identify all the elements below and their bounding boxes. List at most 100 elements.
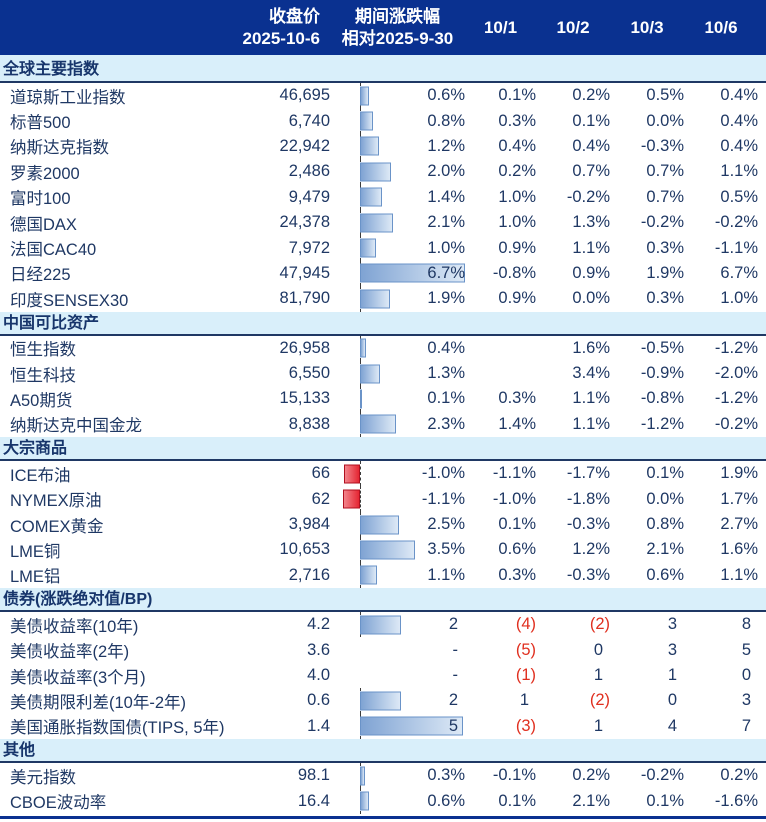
asset-name: A50期货: [10, 391, 73, 410]
daily-change: -0.1%: [492, 766, 536, 785]
asset-name: 美元指数: [10, 768, 76, 787]
asset-name: 罗素2000: [10, 164, 80, 183]
asset-name: LME铝: [10, 568, 61, 587]
period-change-value: 1.1%: [427, 565, 465, 584]
table-row: 富时100 9,479 1.4% 1.0% -0.2% 0.7% 0.5%: [0, 184, 766, 210]
change-bar-zone: 0.4%: [330, 335, 465, 361]
change-bar-zone: 2.0%: [330, 159, 465, 185]
table-row: LME铝 2,716 1.1% 0.3% -0.3% 0.6% 1.1%: [0, 562, 766, 589]
table-row: 纳斯达克中国金龙 8,838 2.3% 1.4% 1.1% -1.2% -0.2…: [0, 411, 766, 438]
daily-change: 0.8%: [646, 515, 684, 534]
daily-change: 0.7%: [646, 187, 684, 206]
daily-change: 1.4%: [498, 414, 536, 433]
period-change-value: 1.0%: [427, 238, 465, 257]
daily-change: 1: [593, 716, 603, 735]
change-bar: [360, 364, 381, 384]
close-price: 2,486: [288, 162, 330, 181]
daily-change: 0.6%: [498, 540, 536, 559]
close-price: 7,972: [288, 238, 330, 257]
header-period-change: 期间涨跌幅 相对2025-9-30: [330, 0, 465, 55]
change-bar-zone: -: [330, 637, 465, 662]
asset-name: NYMEX原油: [10, 492, 102, 511]
asset-name: CBOE波动率: [10, 794, 107, 813]
change-bar-zone: -1.1%: [330, 486, 465, 512]
change-bar: [360, 238, 376, 258]
daily-change: 1.9%: [646, 263, 684, 282]
daily-change: -0.2%: [640, 213, 684, 232]
daily-change: 0.1%: [646, 791, 684, 810]
close-price: 81,790: [279, 289, 330, 308]
header-close-price-line1: 收盘价: [269, 6, 320, 26]
close-price: 3.6: [307, 640, 330, 659]
header-close-price: 收盘价 2025-10-6: [210, 0, 330, 55]
daily-change: 1.9%: [720, 464, 758, 483]
day-column-header: 10/2: [556, 17, 590, 37]
close-price: 4.0: [307, 666, 330, 684]
daily-change: 0.3%: [498, 389, 536, 408]
change-bar: [360, 515, 400, 535]
daily-change: 1.0%: [498, 213, 536, 232]
daily-change: 1: [593, 666, 603, 684]
table-row: 道琼斯工业指数 46,695 0.6% 0.1% 0.2% 0.5% 0.4%: [0, 83, 766, 109]
daily-change: -1.8%: [566, 489, 610, 508]
change-bar-zone: 1.9%: [330, 286, 465, 312]
asset-name: ICE布油: [10, 466, 71, 485]
period-change-value: 2.1%: [427, 213, 465, 232]
change-bar-zone: 1.0%: [330, 235, 465, 261]
asset-name: 标普500: [10, 114, 71, 133]
header-close-price-line2: 2025-10-6: [242, 28, 320, 48]
daily-change: -0.8%: [640, 389, 684, 408]
section-title: 大宗商品: [3, 440, 68, 458]
change-bar: [360, 766, 365, 786]
table-row: 美元指数 98.1 0.3% -0.1% 0.2% -0.2% 0.2%: [0, 762, 766, 789]
section-header-row: 全球主要指数: [0, 55, 766, 83]
daily-change: 0.5%: [646, 86, 684, 105]
change-bar-zone: 2: [330, 688, 465, 714]
change-bar-zone: 5: [330, 713, 465, 739]
daily-change: 1.1%: [720, 162, 758, 181]
table-row: LME铜 10,653 3.5% 0.6% 1.2% 2.1% 1.6%: [0, 537, 766, 563]
change-bar-zone: 0.6%: [330, 788, 465, 814]
asset-name: 印度SENSEX30: [10, 291, 129, 310]
daily-change: 0.9%: [498, 289, 536, 308]
close-price: 46,695: [279, 86, 330, 105]
daily-change: 3: [667, 640, 677, 659]
daily-change: -0.9%: [640, 364, 684, 383]
daily-change: 7: [741, 716, 751, 735]
daily-change: (4): [515, 615, 536, 634]
section-header-row: 中国可比资产: [0, 311, 766, 336]
daily-change: -1.1%: [492, 464, 536, 483]
table-row: 恒生科技 6,550 1.3% 3.4% -0.9% -2.0%: [0, 360, 766, 387]
daily-change: -1.2%: [714, 389, 758, 408]
change-bar: [360, 338, 367, 358]
daily-change: 0: [667, 691, 677, 710]
daily-change: (3): [515, 716, 536, 735]
change-bar-zone: 2.1%: [330, 209, 465, 236]
daily-change: 0: [593, 640, 603, 659]
daily-change: -0.3%: [566, 565, 610, 584]
daily-change: 0.1%: [572, 111, 610, 130]
daily-change: -0.5%: [640, 338, 684, 357]
change-bar: [360, 86, 370, 106]
period-change-value: 1.4%: [427, 187, 465, 206]
period-change-value: 1.2%: [427, 136, 465, 155]
daily-change: 0.2%: [720, 766, 758, 785]
change-bar: [360, 691, 402, 711]
close-price: 9,479: [288, 187, 330, 206]
change-bar-zone: 1.1%: [330, 562, 465, 589]
daily-change: -1.0%: [492, 489, 536, 508]
table-row: ICE布油 66 -1.0% -1.1% -1.7% 0.1% 1.9%: [0, 461, 766, 487]
daily-change: 1.1%: [572, 414, 610, 433]
period-change-value: 1.3%: [427, 364, 465, 383]
daily-change: 3.4%: [572, 364, 610, 383]
daily-change: -0.2%: [566, 187, 610, 206]
change-bar-zone: 0.6%: [330, 83, 465, 109]
period-change-value: 2: [448, 691, 458, 710]
period-change-value: 0.6%: [427, 791, 465, 810]
asset-name: 恒生科技: [10, 366, 76, 385]
close-price: 8,838: [288, 414, 330, 433]
asset-name: LME铜: [10, 542, 61, 561]
period-change-value: -: [452, 640, 459, 659]
period-change-value: 2.5%: [427, 515, 465, 534]
change-bar-zone: 1.4%: [330, 184, 465, 210]
